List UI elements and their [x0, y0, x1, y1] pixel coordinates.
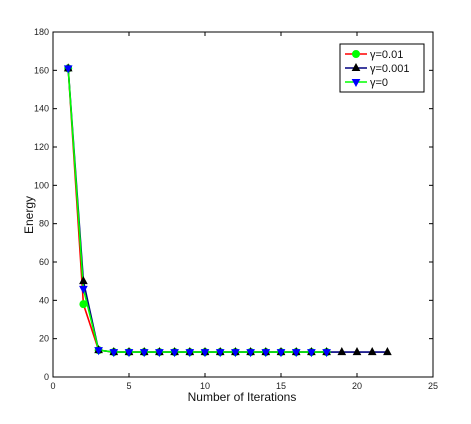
y-tick-label: 140 [34, 104, 49, 114]
y-axis-title: Energy [22, 196, 36, 234]
data-point-series-0 [79, 300, 88, 309]
plot-layer: 0 5 10 15 20 25 0 20 40 60 80 100 120 140 160 180 γ=0.01… [34, 27, 438, 391]
data-point-series-2 [215, 349, 225, 358]
y-tick-label: 0 [44, 372, 49, 382]
y-tick-label: 80 [39, 219, 49, 229]
data-point-series-2 [155, 349, 164, 358]
legend-label: γ=0.001 [370, 63, 409, 75]
x-tick-label: 20 [352, 381, 362, 391]
data-point-series-2 [246, 349, 255, 358]
data-point-series-2 [200, 349, 210, 358]
plot-frame [52, 31, 434, 378]
data-point-series-1 [383, 347, 392, 356]
x-tick-label: 0 [50, 381, 55, 391]
data-point-series-2 [276, 349, 286, 358]
data-point-series-2 [291, 349, 301, 358]
x-tick-label: 5 [126, 381, 131, 391]
x-axis-title: Number of Iterations [188, 390, 297, 404]
x-tick-label: 10 [200, 381, 210, 391]
y-tick-label: 120 [34, 142, 49, 152]
data-point-series-2 [79, 285, 88, 294]
y-tick-label: 40 [39, 295, 49, 305]
data-point-series-1 [337, 347, 347, 356]
data-point-series-2 [170, 349, 179, 358]
x-tick-label: 25 [428, 381, 438, 391]
data-point-series-1 [79, 276, 88, 285]
data-point-series-2 [231, 349, 240, 358]
y-tick-label: 100 [34, 180, 49, 190]
x-tick-label: 15 [276, 381, 286, 391]
data-point-series-2 [322, 349, 331, 358]
data-point-series-1 [367, 347, 377, 356]
y-tick-label: 180 [34, 27, 49, 37]
y-tick-label: 20 [39, 334, 49, 344]
legend-label: γ=0.01 [370, 49, 403, 61]
data-point-series-2 [139, 349, 149, 358]
data-point-series-2 [124, 349, 134, 358]
series-line-2 [67, 68, 327, 353]
legend-swatch-marker [352, 50, 360, 58]
series-line-1 [67, 68, 388, 353]
legend-label: γ=0 [370, 77, 388, 89]
data-point-series-2 [63, 65, 73, 74]
data-point-series-1 [352, 347, 362, 356]
series-line-0 [67, 68, 327, 353]
data-point-series-2 [109, 349, 119, 358]
data-point-series-2 [185, 349, 195, 358]
legend-swatch-marker [351, 79, 361, 88]
legend-swatch-marker [351, 62, 361, 71]
data-point-series-2 [307, 349, 316, 358]
y-tick-label: 60 [39, 257, 49, 267]
data-point-series-2 [261, 349, 271, 358]
y-tick-label: 160 [34, 65, 49, 75]
data-point-series-2 [94, 347, 103, 356]
